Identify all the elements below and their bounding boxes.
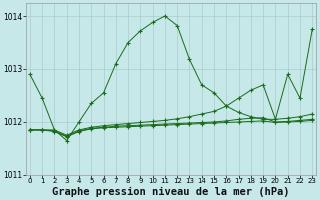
X-axis label: Graphe pression niveau de la mer (hPa): Graphe pression niveau de la mer (hPa)	[52, 187, 290, 197]
